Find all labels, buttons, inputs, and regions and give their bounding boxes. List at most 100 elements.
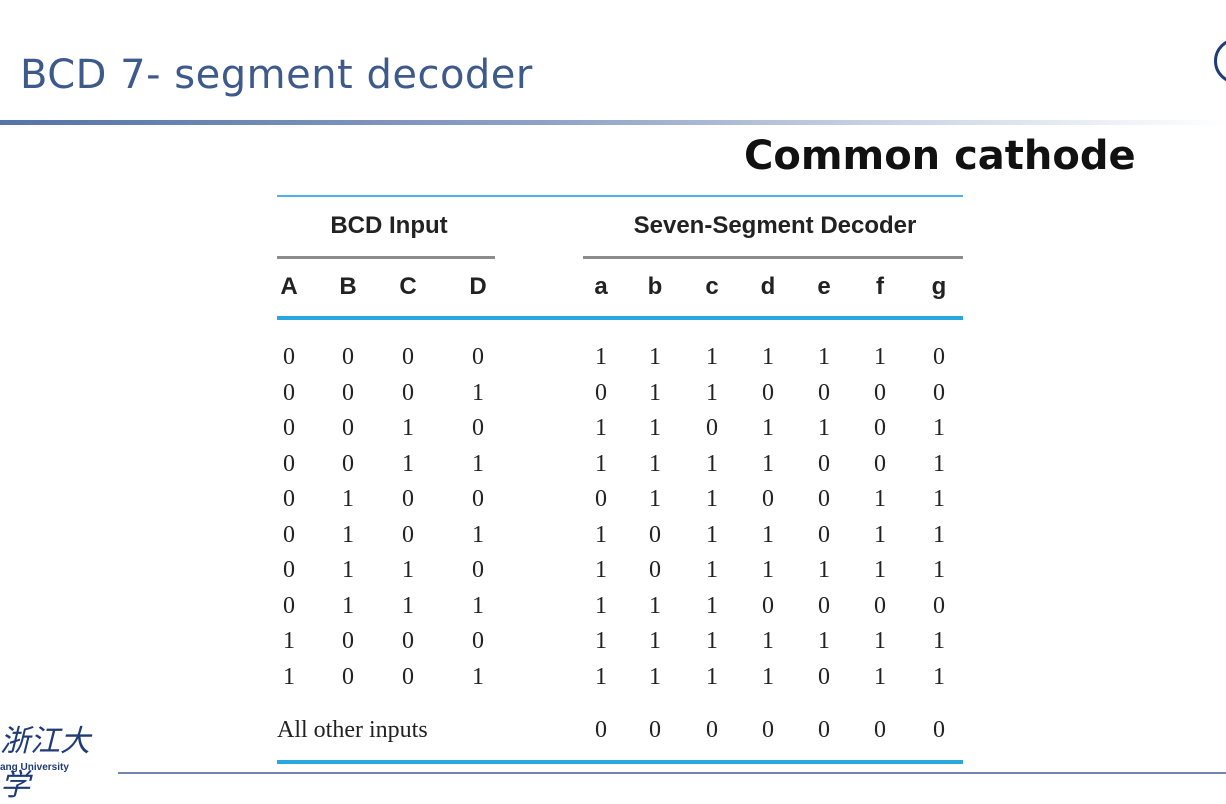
output-cell: 1 bbox=[933, 450, 945, 477]
university-logo-script: 浙江大学 bbox=[0, 724, 90, 803]
output-cell: 1 bbox=[874, 628, 886, 654]
output-cell: 1 bbox=[706, 592, 718, 619]
output-cell: 0 bbox=[595, 717, 607, 743]
input-cell: 0 bbox=[402, 344, 414, 370]
output-cell: 0 bbox=[762, 717, 774, 743]
output-cell: 0 bbox=[762, 486, 774, 512]
input-cell: 0 bbox=[283, 415, 295, 441]
input-group-rule bbox=[277, 256, 495, 259]
input-cell: 0 bbox=[283, 557, 295, 583]
output-cell: 1 bbox=[595, 450, 607, 477]
output-cell: 0 bbox=[818, 521, 830, 548]
input-cell: 0 bbox=[283, 450, 295, 477]
input-cell: 0 bbox=[342, 628, 354, 654]
output-cell: 0 bbox=[649, 521, 661, 548]
output-cell: 1 bbox=[818, 557, 830, 583]
table-row: 0 0 1 1 1 1 1 1 0 0 1 bbox=[277, 451, 963, 485]
output-cell: 1 bbox=[933, 628, 945, 654]
output-cell: 1 bbox=[933, 415, 945, 441]
output-cell: 1 bbox=[762, 450, 774, 477]
corner-logo-icon bbox=[1214, 38, 1226, 84]
output-cell: 0 bbox=[818, 379, 830, 406]
output-cell: 1 bbox=[649, 486, 661, 512]
column-header: b bbox=[647, 273, 663, 300]
output-cell: 1 bbox=[933, 663, 945, 690]
column-header: d bbox=[760, 273, 776, 300]
output-cell: 0 bbox=[933, 379, 945, 406]
university-logo-name: ang University bbox=[0, 762, 69, 773]
column-header: B bbox=[339, 273, 357, 300]
slide-title: BCD 7- segment decoder bbox=[20, 52, 533, 98]
input-cell: 0 bbox=[402, 486, 414, 512]
table-row: 0 0 1 0 1 1 0 1 1 0 1 bbox=[277, 415, 963, 449]
output-cell: 1 bbox=[649, 344, 661, 370]
output-cell: 1 bbox=[649, 379, 661, 406]
slide-subtitle: Common cathode bbox=[744, 133, 1136, 179]
table-row: 0 1 0 0 0 1 1 0 0 1 1 bbox=[277, 486, 963, 520]
input-cell: 1 bbox=[472, 450, 484, 477]
output-cell: 1 bbox=[818, 628, 830, 654]
input-cell: 1 bbox=[472, 521, 484, 548]
output-cell: 0 bbox=[649, 557, 661, 583]
output-cell: 1 bbox=[762, 628, 774, 654]
output-cell: 0 bbox=[762, 379, 774, 406]
table-row: 0 1 0 1 1 0 1 1 0 1 1 bbox=[277, 522, 963, 556]
output-cell: 1 bbox=[595, 344, 607, 370]
output-cell: 1 bbox=[649, 628, 661, 654]
table-row: 1 0 0 1 1 1 1 1 0 1 1 bbox=[277, 664, 963, 698]
input-cell: 1 bbox=[402, 415, 414, 441]
column-header: f bbox=[876, 273, 884, 300]
input-cell: 1 bbox=[342, 486, 354, 512]
output-cell: 1 bbox=[706, 450, 718, 477]
output-cell: 0 bbox=[818, 450, 830, 477]
output-cell: 0 bbox=[874, 379, 886, 406]
input-cell: 0 bbox=[472, 557, 484, 583]
output-cell: 1 bbox=[874, 663, 886, 690]
output-cell: 1 bbox=[649, 450, 661, 477]
input-cell: 1 bbox=[472, 592, 484, 619]
output-cell: 1 bbox=[706, 344, 718, 370]
output-cell: 0 bbox=[933, 592, 945, 619]
input-cell: 0 bbox=[342, 663, 354, 690]
column-header: g bbox=[931, 273, 947, 300]
output-cell: 1 bbox=[706, 521, 718, 548]
table-row: 0 1 1 0 1 0 1 1 1 1 1 bbox=[277, 557, 963, 591]
column-header: e bbox=[817, 273, 831, 300]
output-cell: 0 bbox=[933, 344, 945, 370]
table-row: 0 1 1 1 1 1 1 0 0 0 0 bbox=[277, 593, 963, 627]
output-cell: 0 bbox=[874, 450, 886, 477]
output-cell: 0 bbox=[595, 486, 607, 512]
table-row: 0 0 0 1 0 1 1 0 0 0 0 bbox=[277, 380, 963, 414]
other-inputs-label: All other inputs bbox=[277, 717, 428, 743]
column-header: c bbox=[705, 273, 719, 300]
input-cell: 1 bbox=[342, 592, 354, 619]
table-bottom-rule bbox=[277, 760, 963, 764]
output-cell: 0 bbox=[706, 415, 718, 441]
output-cell: 1 bbox=[706, 628, 718, 654]
table-row: 1 0 0 0 1 1 1 1 1 1 1 bbox=[277, 628, 963, 662]
header-rule bbox=[277, 316, 963, 320]
input-cell: 1 bbox=[402, 450, 414, 477]
input-cell: 1 bbox=[402, 557, 414, 583]
column-header: A bbox=[280, 273, 298, 300]
output-cell: 1 bbox=[649, 592, 661, 619]
output-cell: 1 bbox=[762, 557, 774, 583]
output-cell: 1 bbox=[595, 521, 607, 548]
output-cell: 1 bbox=[595, 663, 607, 690]
output-cell: 0 bbox=[874, 415, 886, 441]
output-cell: 0 bbox=[818, 717, 830, 743]
input-cell: 1 bbox=[472, 379, 484, 406]
output-cell: 0 bbox=[649, 717, 661, 743]
output-cell: 0 bbox=[818, 663, 830, 690]
input-cell: 0 bbox=[472, 486, 484, 512]
input-cell: 1 bbox=[402, 592, 414, 619]
output-cell: 1 bbox=[874, 521, 886, 548]
output-cell: 0 bbox=[595, 379, 607, 406]
output-group-header: Seven-Segment Decoder bbox=[633, 212, 917, 239]
output-cell: 1 bbox=[762, 663, 774, 690]
output-cell: 0 bbox=[874, 592, 886, 619]
output-group-rule bbox=[583, 256, 963, 259]
output-cell: 1 bbox=[706, 557, 718, 583]
output-cell: 1 bbox=[649, 663, 661, 690]
output-cell: 1 bbox=[933, 486, 945, 512]
